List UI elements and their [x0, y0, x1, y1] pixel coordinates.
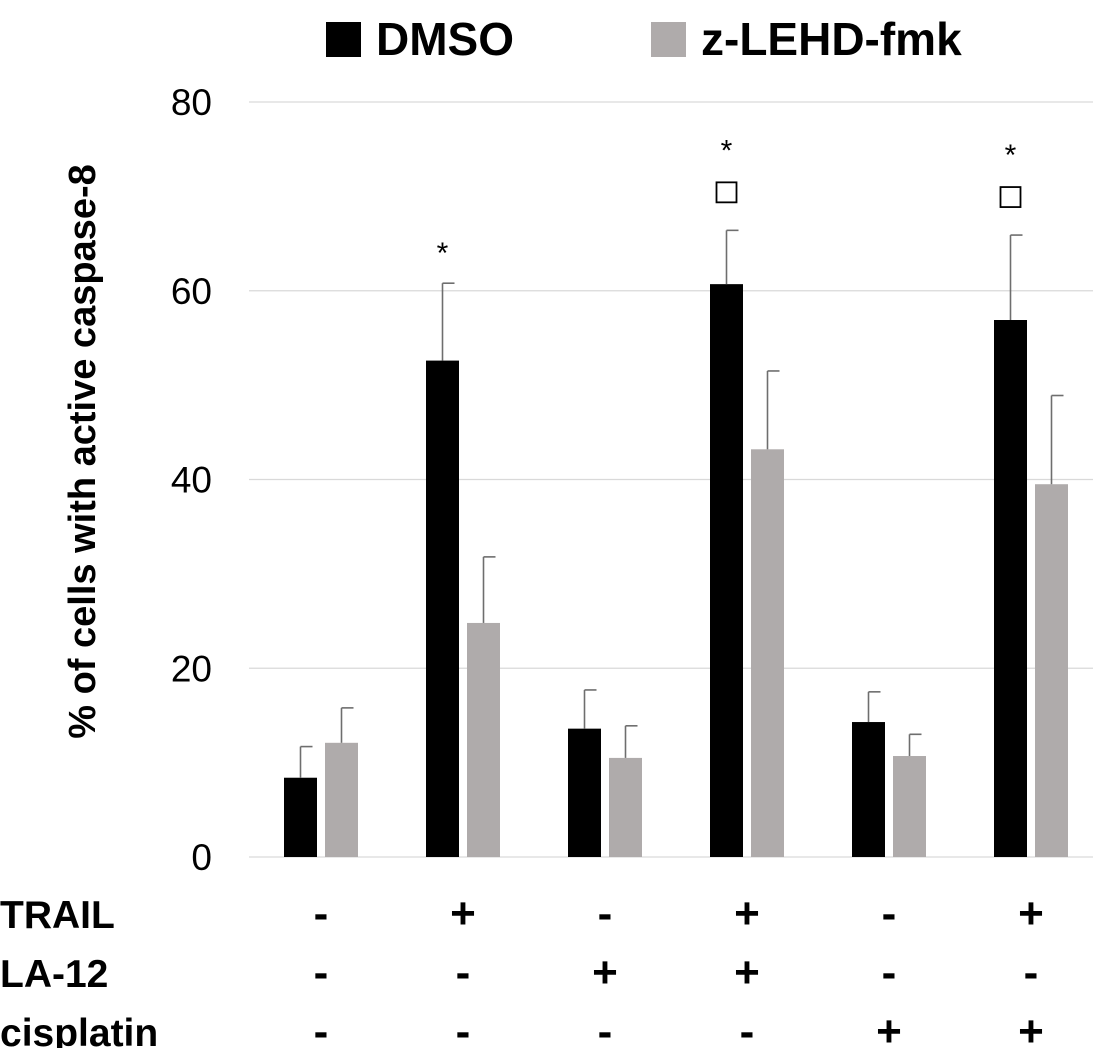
bar-dmso-3: [568, 728, 601, 857]
significance-asterisk: *: [721, 134, 733, 167]
treatment-sign: -: [598, 889, 613, 938]
treatment-sign: -: [598, 1007, 613, 1048]
bar-zlehd-2: [467, 622, 500, 857]
legend-swatch: [326, 22, 361, 57]
legend-label: z-LEHD-fmk: [701, 13, 962, 65]
treatment-sign: -: [314, 889, 329, 938]
treatment-sign: -: [882, 948, 897, 997]
treatment-sign: -: [456, 1007, 471, 1048]
treatment-sign: +: [876, 1007, 902, 1048]
treatment-sign: +: [1018, 889, 1044, 938]
y-tick-label: 40: [171, 460, 212, 501]
legend-swatch: [651, 22, 686, 57]
treatment-sign: +: [1018, 1007, 1044, 1048]
y-tick-label: 20: [171, 648, 212, 689]
bar-zlehd-6: [1035, 484, 1068, 857]
bar-dmso-1: [284, 777, 317, 857]
treatment-label: cisplatin: [0, 1012, 158, 1048]
significance-asterisk: *: [1005, 139, 1017, 172]
treatment-sign: -: [314, 948, 329, 997]
treatment-sign: +: [734, 948, 760, 997]
bar-dmso-6: [994, 320, 1027, 858]
treatment-label: TRAIL: [0, 894, 115, 937]
treatment-sign: -: [740, 1007, 755, 1048]
bar-zlehd-4: [751, 449, 784, 857]
bar-dmso-5: [852, 722, 885, 857]
y-tick-label: 0: [191, 837, 212, 878]
y-tick-label: 80: [171, 82, 212, 123]
treatment-label: LA-12: [0, 953, 108, 996]
treatment-sign: +: [734, 889, 760, 938]
treatment-sign: -: [1024, 948, 1039, 997]
bar-zlehd-3: [609, 757, 642, 857]
treatment-sign: +: [592, 948, 618, 997]
y-axis-label: % of cells with active caspase-8: [62, 164, 104, 739]
bar-zlehd-1: [325, 742, 358, 857]
y-tick-label: 60: [171, 271, 212, 312]
bar-zlehd-5: [893, 756, 926, 857]
bar-dmso-2: [426, 360, 459, 857]
treatment-sign: -: [456, 948, 471, 997]
legend-label: DMSO: [376, 13, 514, 65]
treatment-sign: -: [882, 889, 897, 938]
significance-square: [715, 181, 738, 204]
bar-dmso-4: [710, 284, 743, 857]
significance-square: [999, 186, 1022, 208]
treatment-sign: -: [314, 1007, 329, 1048]
treatment-sign: +: [450, 889, 476, 938]
significance-asterisk: *: [437, 237, 449, 270]
